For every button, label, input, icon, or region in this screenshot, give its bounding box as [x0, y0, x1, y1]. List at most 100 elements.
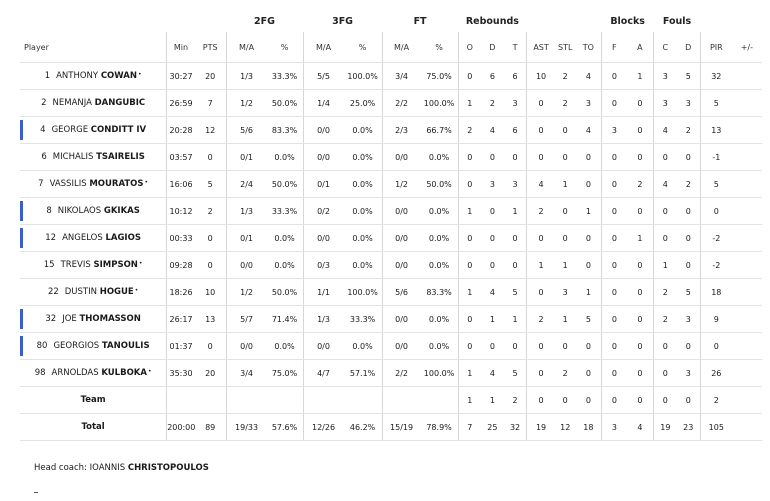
- stat-cell: 3/4: [381, 62, 421, 90]
- stat-cell: 5/7: [225, 305, 267, 333]
- player-last-name: LAGIOS: [105, 233, 141, 243]
- stat-cell: 4/7: [302, 359, 344, 387]
- stat-cell: 1: [626, 224, 654, 252]
- stat-cell: 0: [526, 359, 555, 387]
- player-row[interactable]: 12 ANGELOS LAGIOS 00:33 0 0/1 0.0% 0/0 0.0% 0/0 0…: [20, 224, 762, 252]
- player-number: 7: [38, 179, 44, 189]
- player-name-cell[interactable]: 80 GEORGIOS TANOULIS: [20, 332, 167, 360]
- player-row[interactable]: 98 ARNOLDAS KULBOKA• 35:30 20 3/4 75.0% 4/7 57.…: [20, 359, 762, 387]
- stat-cell: 0: [653, 386, 677, 414]
- starter-marker-icon: •: [134, 287, 139, 294]
- player-first-name: JOE: [62, 314, 77, 324]
- stat-cell: 0/0: [381, 305, 421, 333]
- stat-cell: 0: [480, 224, 504, 252]
- stat-cell: 0: [601, 278, 627, 306]
- stat-cell: 0: [526, 116, 555, 144]
- stat-cell: 4: [575, 116, 602, 144]
- player-name-cell[interactable]: 12 ANGELOS LAGIOS: [20, 224, 167, 252]
- stat-cell: 0/1: [225, 224, 267, 252]
- player-name-cell[interactable]: 7 VASSILIS MOURATOS•: [20, 170, 167, 198]
- stat-cell: 0: [626, 251, 654, 279]
- stat-cell: 0: [575, 332, 602, 360]
- stat-cell: 0: [526, 89, 555, 117]
- player-name-cell[interactable]: 98 ARNOLDAS KULBOKA•: [20, 359, 167, 387]
- player-row[interactable]: 6 MICHALIS TSAIRELIS 03:57 0 0/1 0.0% 0/0 0.0% 0…: [20, 143, 762, 171]
- player-first-name: ANGELOS: [62, 233, 103, 243]
- starter-marker-icon: •: [147, 368, 152, 375]
- stat-cell: 6: [480, 62, 504, 90]
- stat-cell: 0: [575, 251, 602, 279]
- stat-cell: 0: [194, 332, 227, 360]
- stat-cell: 19/33: [225, 413, 267, 441]
- player-name-cell[interactable]: 8 NIKOLAOS GKIKAS: [20, 197, 167, 225]
- player-name-cell[interactable]: 2 NEMANJA DANGUBIC: [20, 89, 167, 117]
- player-name-cell[interactable]: 6 MICHALIS TSAIRELIS: [20, 143, 167, 171]
- stat-cell: 1: [626, 62, 654, 90]
- player-last-name: HOGUE: [99, 287, 134, 297]
- player-row[interactable]: 15 TREVIS SIMPSON• 09:28 0 0/0 0.0% 0/3 0.0% 0/0…: [20, 251, 762, 279]
- stat-cell: 0.0%: [343, 224, 383, 252]
- stat-cell: 0: [601, 332, 627, 360]
- player-row[interactable]: 22 DUSTIN HOGUE• 18:26 10 1/2 50.0% 1/1 100.0% 5…: [20, 278, 762, 306]
- stat-cell: 0: [480, 143, 504, 171]
- stat-cell: 03:57: [166, 143, 195, 171]
- player-row[interactable]: 2 NEMANJA DANGUBIC 26:59 7 1/2 50.0% 1/4 25.0% 2…: [20, 89, 762, 117]
- player-row[interactable]: 7 VASSILIS MOURATOS• 16:06 5 2/4 50.0% 0/1 0.0%…: [20, 170, 762, 198]
- stat-cell: 2/2: [381, 89, 421, 117]
- stat-cell: 2: [526, 305, 555, 333]
- stat-cell: 3: [676, 305, 701, 333]
- player-row[interactable]: 1 ANTHONY COWAN• 30:27 20 1/3 33.3% 5/5 100.0% 3…: [20, 62, 762, 90]
- stat-cell: 0.0%: [343, 143, 383, 171]
- stat-cell: 0: [676, 224, 701, 252]
- stat-cell: [381, 386, 421, 414]
- stat-cell: 1: [575, 197, 602, 225]
- stat-cell: 2: [676, 116, 701, 144]
- player-name-cell[interactable]: 32 JOE THOMASSON: [20, 305, 167, 333]
- player-row[interactable]: 32 JOE THOMASSON 26:17 13 5/7 71.4% 1/3 33.3% 0/…: [20, 305, 762, 333]
- player-number: 8: [46, 206, 52, 216]
- column-header: +/-: [731, 32, 762, 63]
- stat-cell: 5: [194, 170, 227, 198]
- player-name-cell[interactable]: 1 ANTHONY COWAN•: [20, 62, 167, 90]
- stat-cell: 5/6: [381, 278, 421, 306]
- stat-cell: [731, 359, 762, 387]
- player-name-cell[interactable]: 22 DUSTIN HOGUE•: [20, 278, 167, 306]
- stat-cell: 0: [653, 224, 677, 252]
- stat-cell: 5: [575, 305, 602, 333]
- stat-cell: 4: [575, 62, 602, 90]
- stat-cell: 0: [457, 224, 481, 252]
- stat-cell: 10: [526, 62, 555, 90]
- stat-cell: 3: [480, 170, 504, 198]
- player-row[interactable]: 80 GEORGIOS TANOULIS 01:37 0 0/0 0.0% 0/0 0.0% 0…: [20, 332, 762, 360]
- stat-cell: 0: [457, 143, 481, 171]
- player-name-cell[interactable]: 4 GEORGE CONDITT IV: [20, 116, 167, 144]
- player-last-name: DANGUBIC: [94, 98, 146, 108]
- stat-cell: 5: [676, 62, 701, 90]
- player-first-name: TREVIS: [60, 260, 91, 270]
- stat-cell: 1: [554, 170, 576, 198]
- stat-cell: 0: [626, 359, 654, 387]
- player-first-name: ARNOLDAS: [51, 368, 99, 378]
- head-coach-last-name: CHRISTOPOULOS: [127, 463, 209, 473]
- stat-cell: [731, 143, 762, 171]
- stat-cell: 12: [194, 116, 227, 144]
- player-number: 80: [36, 341, 48, 351]
- column-header: TO: [575, 32, 602, 63]
- stat-cell: 5/6: [225, 116, 267, 144]
- group-ft: FT: [413, 15, 427, 27]
- stat-cell: 4: [626, 413, 654, 441]
- stat-cell: 0: [554, 224, 576, 252]
- stat-cell: 3: [676, 359, 701, 387]
- stat-cell: -2: [699, 224, 732, 252]
- stat-cell: [731, 413, 762, 441]
- stat-cell: 1: [457, 386, 481, 414]
- stat-cell: [225, 386, 267, 414]
- stat-cell: 5: [699, 170, 732, 198]
- stat-cell: 2: [457, 116, 481, 144]
- stat-cell: 1: [503, 197, 527, 225]
- player-row[interactable]: 8 NIKOLAOS GKIKAS 10:12 2 1/3 33.3% 0/2 0.0% 0/0…: [20, 197, 762, 225]
- player-row[interactable]: 4 GEORGE CONDITT IV 20:28 12 5/6 83.3% 0/0 0.0%…: [20, 116, 762, 144]
- stat-cell: 83.3%: [266, 116, 303, 144]
- player-name-cell[interactable]: 15 TREVIS SIMPSON•: [20, 251, 167, 279]
